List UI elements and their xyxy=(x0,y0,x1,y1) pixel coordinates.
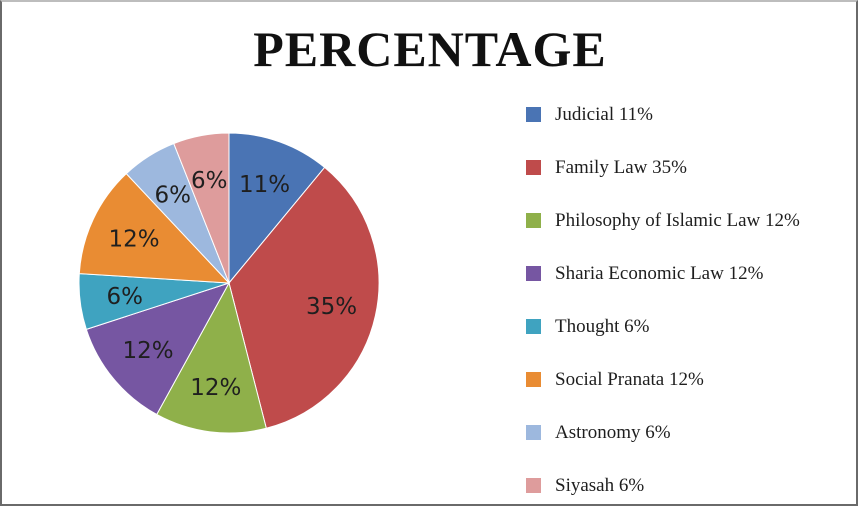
legend-swatch xyxy=(526,160,541,175)
chart-title: PERCENTAGE xyxy=(253,21,607,77)
legend-label: Astronomy 6% xyxy=(555,421,671,443)
pie-slice-label-social-pranata: 12% xyxy=(108,226,159,252)
legend-label: Family Law 35% xyxy=(555,156,687,178)
pie-slice-philosophy-of-islamic-law xyxy=(156,281,267,434)
legend-item-astronomy: Astronomy 6% xyxy=(526,406,800,459)
legend-label: Judicial 11% xyxy=(555,103,653,125)
legend-swatch xyxy=(526,425,541,440)
pie-slice-label-siyasah: 6% xyxy=(191,168,228,194)
legend-label: Social Pranata 12% xyxy=(555,368,704,390)
legend-item-philosophy-of-islamic-law: Philosophy of Islamic Law 12% xyxy=(526,194,800,247)
pie-slice-sharia-economic-law xyxy=(85,282,231,416)
pie-slice-social-pranata xyxy=(78,172,231,284)
pie-slice-label-philosophy-of-islamic-law: 12% xyxy=(190,375,241,401)
legend-swatch xyxy=(526,319,541,334)
legend-item-judicial: Judicial 11% xyxy=(526,88,800,141)
legend-label: Philosophy of Islamic Law 12% xyxy=(555,209,800,231)
legend-swatch xyxy=(526,372,541,387)
pie-slice-label-thought: 6% xyxy=(107,284,144,310)
legend-swatch xyxy=(526,213,541,228)
legend-item-thought: Thought 6% xyxy=(526,300,800,353)
legend-item-sharia-economic-law: Sharia Economic Law 12% xyxy=(526,247,800,300)
legend-item-siyasah: Siyasah 6% xyxy=(526,459,800,512)
legend-label: Siyasah 6% xyxy=(555,474,645,496)
legend-item-family-law: Family Law 35% xyxy=(526,141,800,194)
chart-legend: Judicial 11% Family Law 35% Philosophy of … xyxy=(526,88,800,512)
legend-label: Sharia Economic Law 12% xyxy=(555,262,764,284)
legend-item-social-pranata: Social Pranata 12% xyxy=(526,353,800,406)
pie-slice-judicial xyxy=(228,132,326,285)
pie-slice-label-astronomy: 6% xyxy=(154,182,191,208)
pie-slice-family-law xyxy=(228,166,380,429)
legend-swatch xyxy=(526,107,541,122)
pie-slice-label-family-law: 35% xyxy=(306,294,357,320)
legend-label: Thought 6% xyxy=(555,315,650,337)
pie-slice-label-sharia-economic-law: 12% xyxy=(123,338,174,364)
pie-slice-siyasah xyxy=(173,132,230,284)
pie-slice-label-judicial: 11% xyxy=(239,172,290,198)
legend-swatch xyxy=(526,478,541,493)
legend-swatch xyxy=(526,266,541,281)
